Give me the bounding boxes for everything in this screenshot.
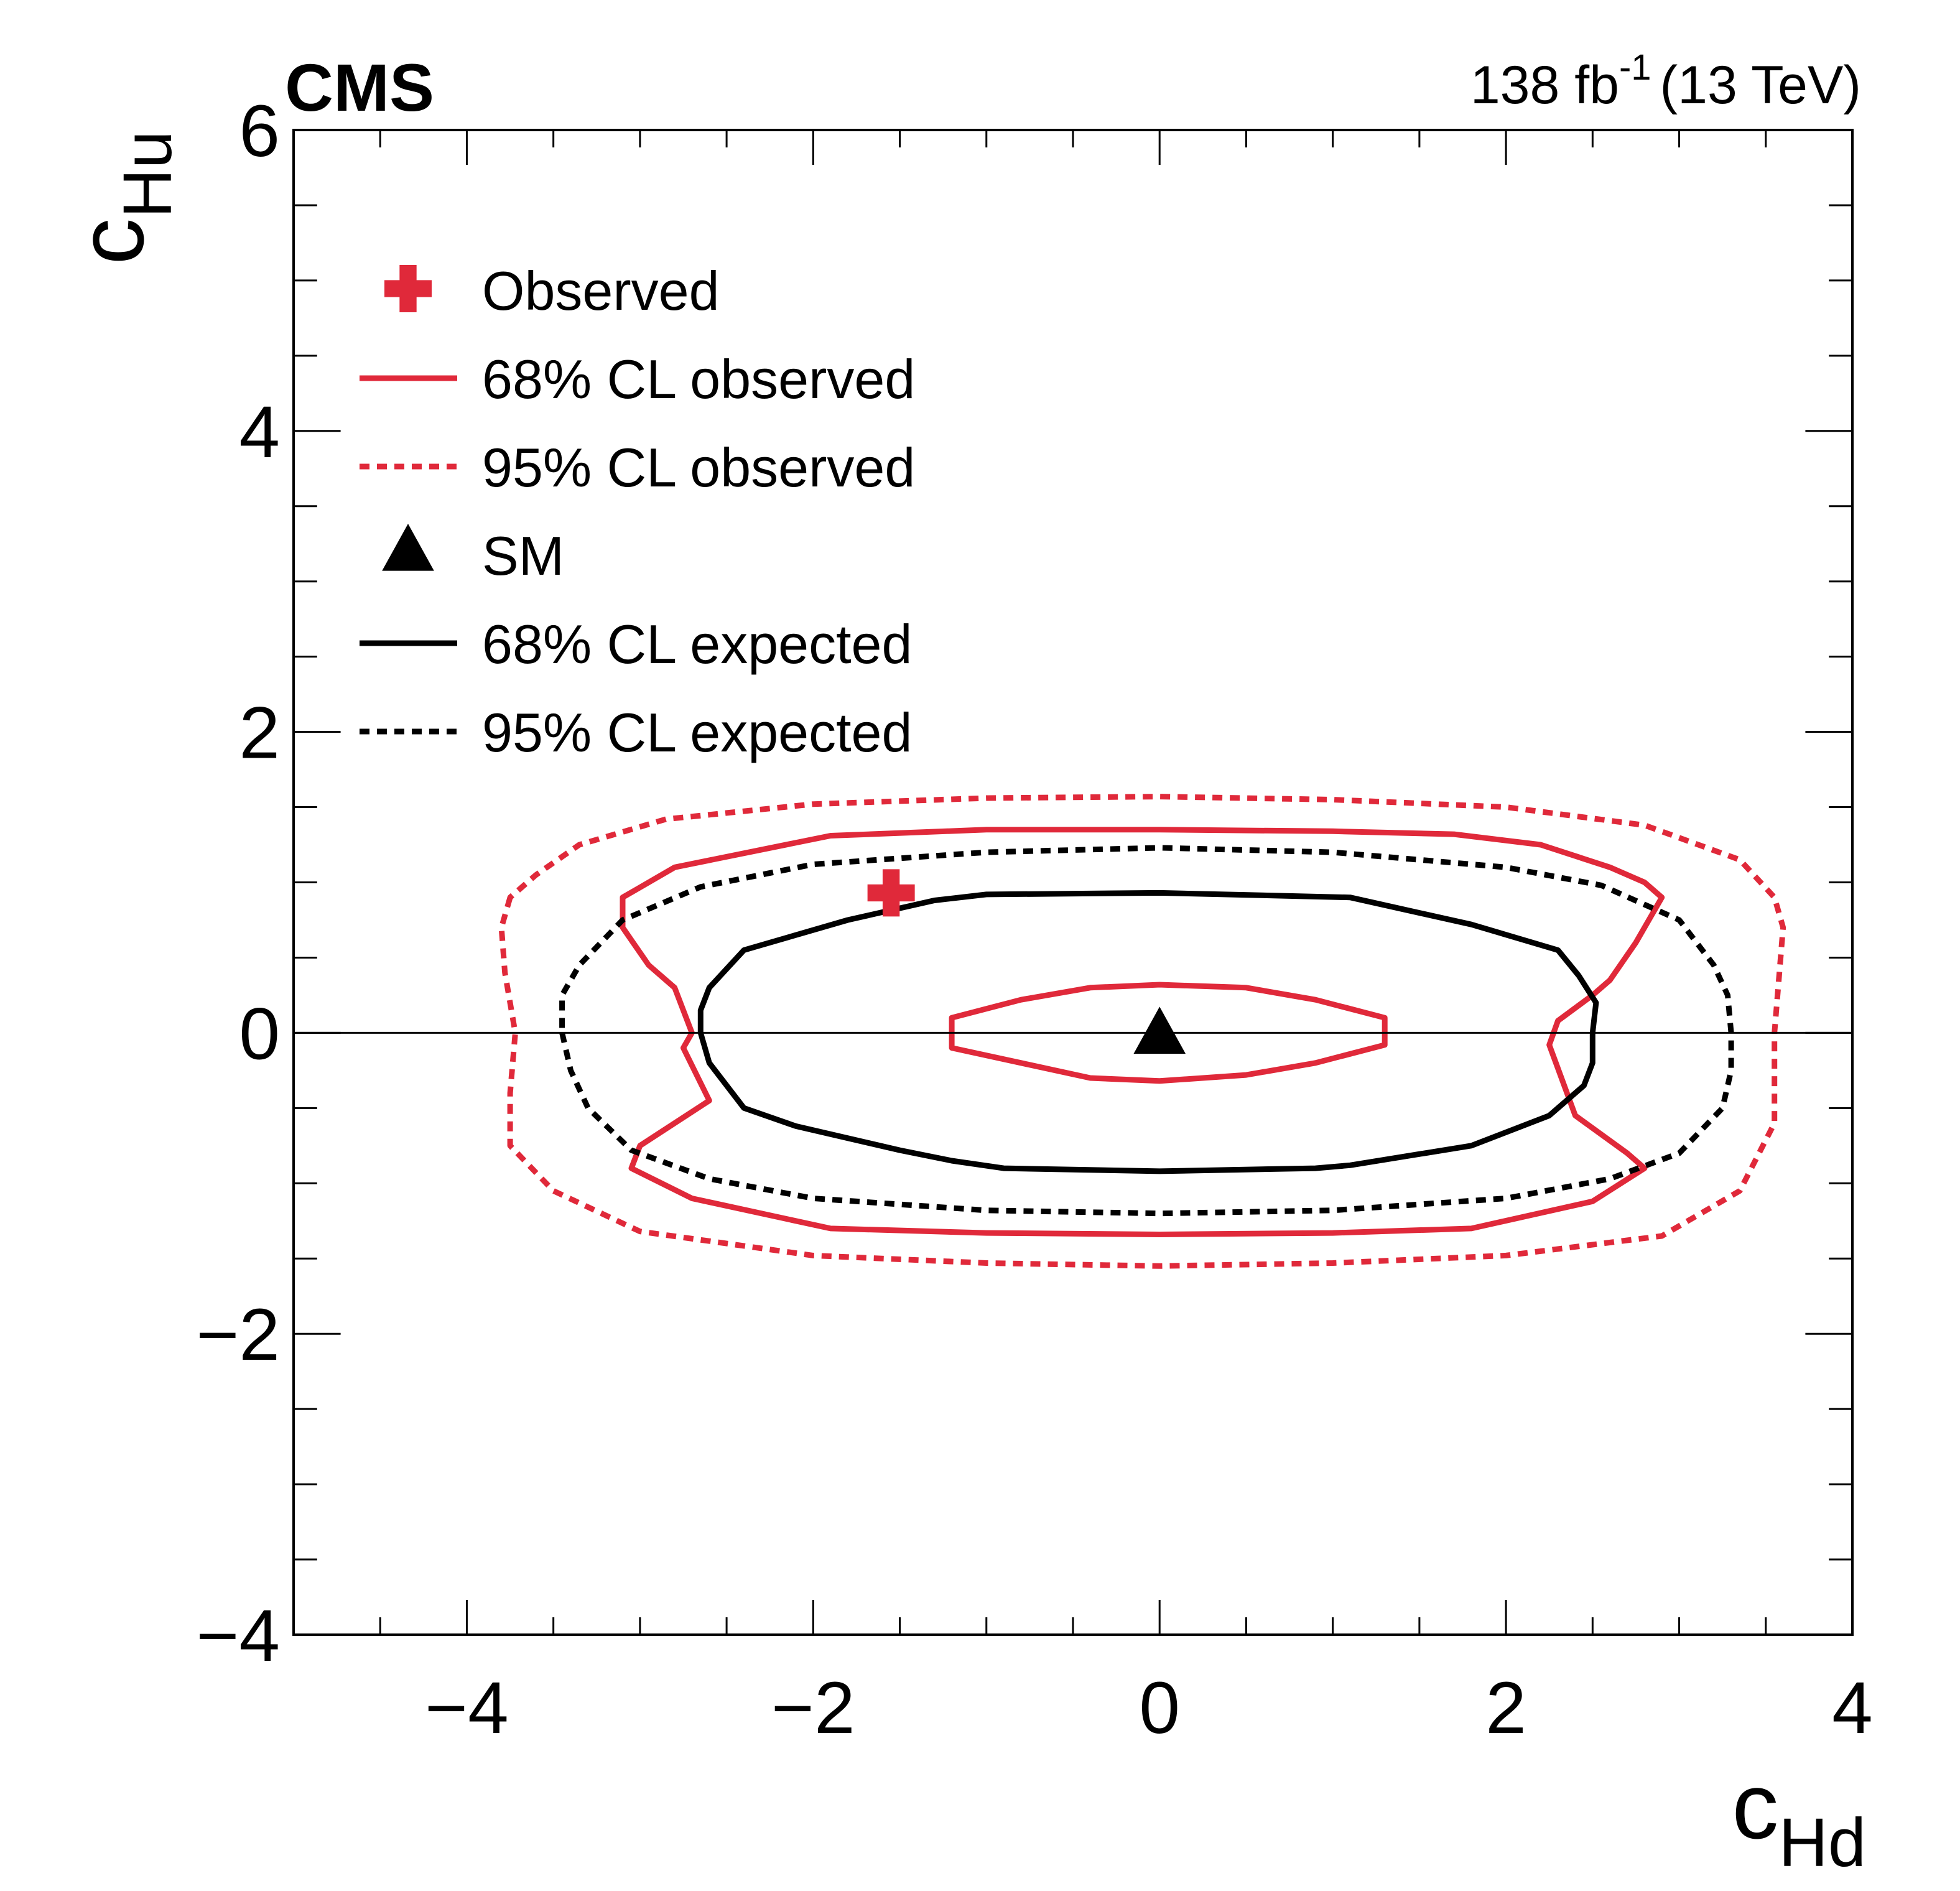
observed-best-fit-marker xyxy=(867,869,915,917)
x-tick-label: 4 xyxy=(1832,1667,1873,1749)
sm-marker xyxy=(1133,1006,1186,1054)
legend-label: SM xyxy=(482,525,564,587)
legend-entry: 95% CL expected xyxy=(360,702,912,763)
y-tick-label: 6 xyxy=(239,90,280,172)
y-axis-label: cHu xyxy=(58,131,186,265)
legend-label: Observed xyxy=(482,260,720,322)
x-axis-label-sub: Hd xyxy=(1778,1805,1866,1881)
y-tick-label: 2 xyxy=(239,692,280,774)
x-tick-label: −4 xyxy=(425,1667,509,1749)
legend: Observed 68% CL observed 95% CL observed SM… xyxy=(360,260,915,763)
legend-entry: Observed xyxy=(384,260,720,322)
legend-triangle-icon xyxy=(382,524,434,571)
legend-entry: 68% CL expected xyxy=(360,613,912,675)
x-axis-label-base: c xyxy=(1732,1754,1778,1858)
y-tick-label: −4 xyxy=(196,1595,280,1677)
tick-labels: −4 −2 0 2 4 −4 −2 0 2 4 6 xyxy=(196,90,1872,1749)
contour-layer xyxy=(498,794,1786,1269)
legend-label: 68% CL observed xyxy=(482,348,915,410)
x-tick-label: −2 xyxy=(771,1667,855,1749)
energy-value: (13 TeV) xyxy=(1660,55,1861,115)
contour-95-cl-observed xyxy=(498,794,1786,1269)
plot-frame xyxy=(292,129,1854,1636)
x-tick-label: 2 xyxy=(1485,1667,1526,1749)
y-axis-label-base: c xyxy=(58,218,163,265)
legend-entry: 95% CL observed xyxy=(360,437,915,498)
y-tick-label: −2 xyxy=(196,1294,280,1376)
marker-layer xyxy=(867,869,1186,1054)
legend-label: 95% CL expected xyxy=(482,702,912,763)
contour-68-cl-observed-outer xyxy=(620,827,1665,1237)
x-tick-label: 0 xyxy=(1139,1667,1180,1749)
x-axis-label: cHd xyxy=(1732,1754,1866,1881)
legend-cross-icon xyxy=(384,265,432,312)
legend-label: 68% CL expected xyxy=(482,613,912,675)
lumi-energy-label: 138 fb-1 (13 TeV) xyxy=(1470,47,1861,115)
y-tick-label: 4 xyxy=(239,391,280,473)
legend-entry: 68% CL observed xyxy=(360,348,915,410)
y-tick-label: 0 xyxy=(239,993,280,1075)
experiment-label: CMS xyxy=(285,50,434,125)
lumi-value: 138 fb xyxy=(1470,55,1619,115)
y-axis-label-sub: Hu xyxy=(109,131,186,218)
lumi-exponent: -1 xyxy=(1619,47,1651,88)
legend-label: 95% CL observed xyxy=(482,437,915,498)
legend-entry: SM xyxy=(382,524,564,587)
